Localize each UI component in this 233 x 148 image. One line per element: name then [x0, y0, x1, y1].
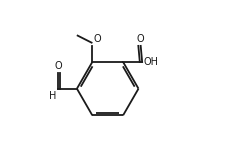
Text: O: O — [54, 61, 62, 71]
Text: OH: OH — [144, 57, 159, 67]
Text: O: O — [137, 34, 144, 44]
Text: O: O — [93, 34, 101, 44]
Text: H: H — [49, 91, 56, 101]
